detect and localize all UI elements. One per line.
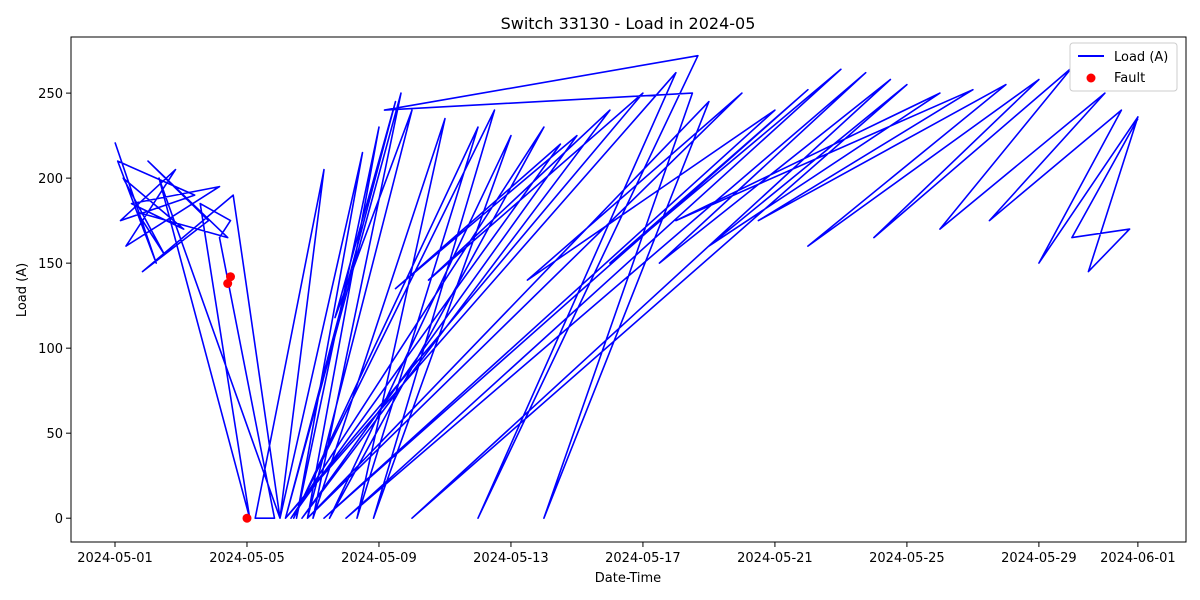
y-tick-label: 250: [38, 87, 63, 102]
x-axis: 2024-05-01 2024-05-05 2024-05-09 2024-05-13…: [77, 542, 1176, 566]
legend-label-fault: Fault: [1114, 71, 1145, 86]
legend-label-load: Load (A): [1114, 50, 1168, 65]
x-tick-label: 2024-05-09: [341, 551, 417, 566]
x-tick-label: 2024-05-13: [473, 551, 549, 566]
x-axis-label: Date-Time: [595, 571, 661, 586]
x-tick-label: 2024-05-01: [77, 551, 153, 566]
y-tick-label: 50: [46, 427, 63, 442]
y-axis: 0 50 100 150 200 250: [38, 87, 71, 527]
x-tick-label: 2024-05-17: [605, 551, 681, 566]
fault-point: [226, 272, 235, 282]
x-tick-label: 2024-05-29: [1001, 551, 1077, 566]
y-tick-label: 100: [38, 342, 63, 357]
fault-point: [223, 279, 233, 288]
x-tick-label: 2024-05-05: [209, 551, 285, 566]
x-tick-label: 2024-05-21: [737, 551, 813, 566]
x-tick-label: 2024-05-25: [869, 551, 945, 566]
legend: Load (A) Fault: [1069, 42, 1178, 92]
chart-title: Switch 33130 - Load in 2024-05: [501, 14, 756, 33]
axes-frame: [70, 36, 1187, 543]
y-tick-label: 200: [38, 172, 63, 187]
series-line-load: [114, 54, 1139, 520]
y-axis-label: Load (A): [15, 263, 30, 317]
x-tick-label: 2024-06-01: [1100, 551, 1176, 566]
plot-area: [114, 54, 1139, 523]
legend-fault-swatch: [1086, 73, 1096, 83]
fault-point: [242, 513, 252, 523]
y-tick-label: 150: [38, 257, 63, 272]
y-tick-label: 0: [55, 512, 63, 527]
axes-border: [70, 36, 1187, 543]
